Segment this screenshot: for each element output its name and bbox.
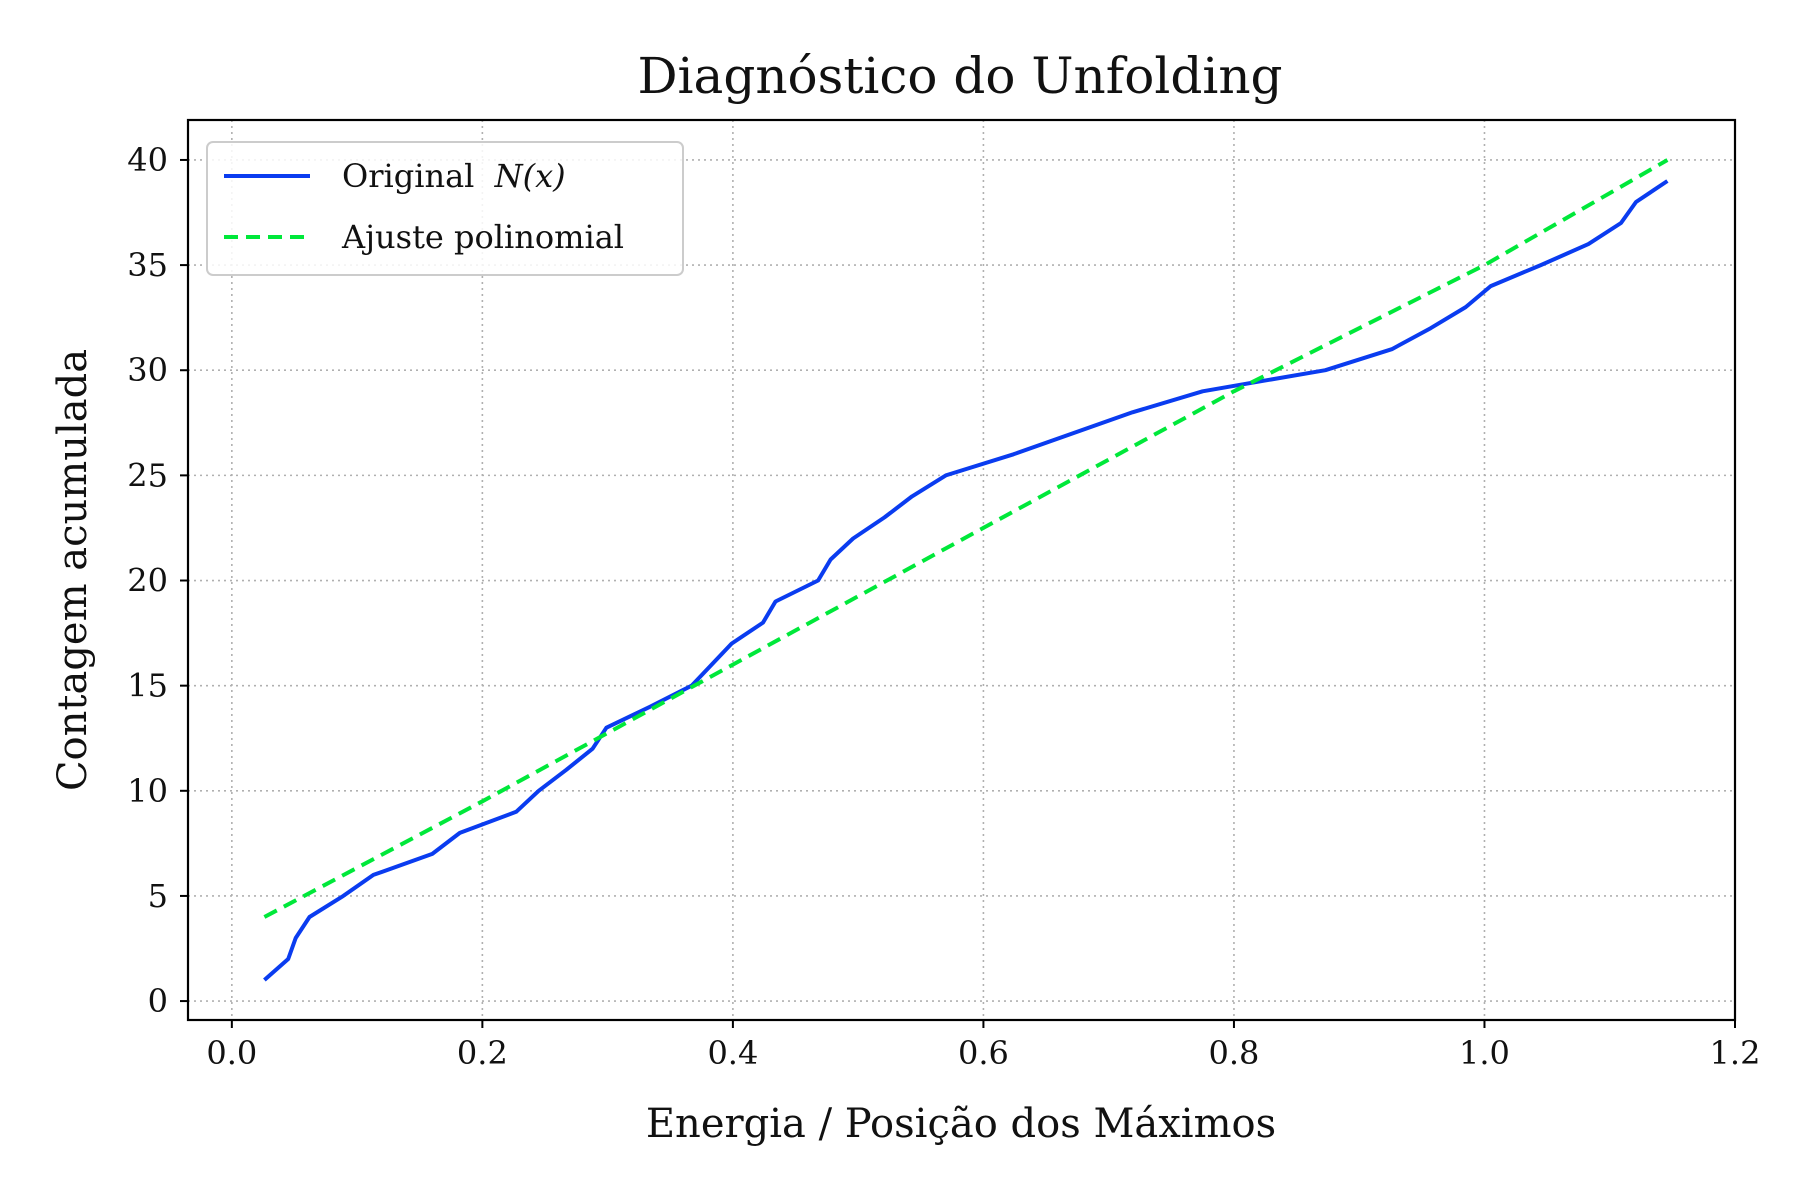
legend-frame xyxy=(206,141,684,276)
y-tick-label: 30 xyxy=(127,351,168,389)
legend-entry-original: Original N(x) xyxy=(342,157,566,195)
legend-entry-ajuste: Ajuste polinomial xyxy=(341,218,624,256)
x-tick-label: 0.0 xyxy=(206,1034,257,1072)
y-tick-label: 25 xyxy=(127,456,168,494)
y-axis-label: Contagem acumulada xyxy=(50,349,96,791)
x-tick-label: 0.2 xyxy=(457,1034,508,1072)
y-tick-label: 0 xyxy=(148,982,168,1020)
series-layer xyxy=(263,158,1669,982)
series-line-original xyxy=(263,179,1669,982)
x-tick-label: 0.8 xyxy=(1209,1034,1260,1072)
y-tick-label: 10 xyxy=(127,772,168,810)
x-tick-label: 0.6 xyxy=(958,1034,1009,1072)
legend: Original N(x) Ajuste polinomial xyxy=(206,141,684,276)
ticks: 0.0 0.2 0.4 0.6 0.8 1.0 1.2 0 5 10 15 20 25 30 35 40 xyxy=(127,141,1760,1072)
legend-label-original: Original xyxy=(342,157,474,195)
y-tick-label: 20 xyxy=(127,562,168,600)
y-tick-label: 5 xyxy=(148,877,168,915)
plot-frame xyxy=(186,118,1737,1022)
series-line-ajuste xyxy=(263,158,1669,919)
y-tick-label: 15 xyxy=(127,667,168,705)
chart-title: Diagnóstico do Unfolding xyxy=(637,47,1282,105)
y-tick-label: 40 xyxy=(127,141,168,179)
x-axis-label: Energia / Posição dos Máximos xyxy=(646,1101,1276,1147)
x-tick-label: 0.4 xyxy=(707,1034,758,1072)
legend-math-original: N(x) xyxy=(494,157,566,195)
x-tick-label: 1.2 xyxy=(1710,1034,1761,1072)
y-tick-label: 35 xyxy=(127,246,168,284)
x-tick-label: 1.0 xyxy=(1459,1034,1510,1072)
